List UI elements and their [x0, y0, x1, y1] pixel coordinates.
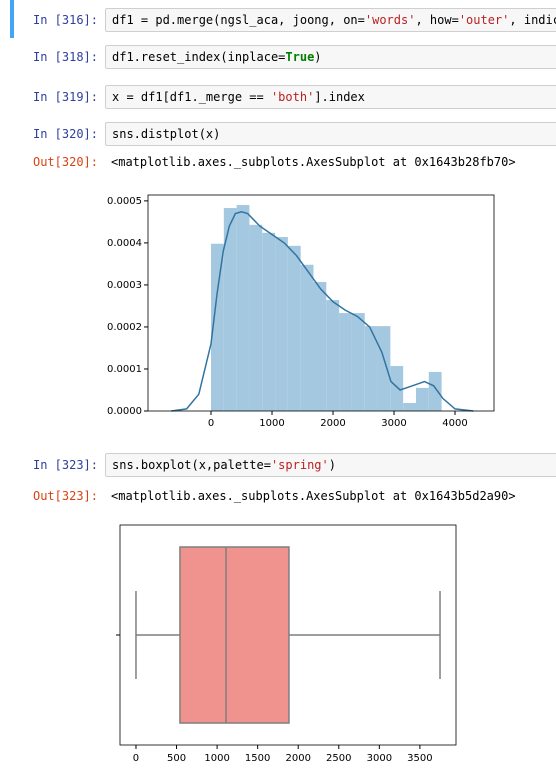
hist-bar [339, 313, 352, 411]
y-tick-label: 0.0004 [107, 238, 142, 249]
out-prompt: Out[323]: [32, 489, 98, 503]
hist-bar [351, 313, 365, 411]
x-tick-label: 1000 [259, 418, 284, 429]
kde-line [171, 211, 474, 412]
boxplot: 0 500 1000 1500 2000 2500 3000 3500 [116, 524, 457, 764]
x-tick-label: 500 [167, 753, 186, 764]
x-tick-label: 4000 [442, 418, 467, 429]
x-tick-label: 1500 [245, 753, 270, 764]
axes-frame [119, 524, 457, 746]
hist-bar [287, 245, 301, 411]
hist-bar [428, 371, 442, 411]
code-cell: df1 = pd.merge(ngsl_aca, joong, on='word… [105, 8, 556, 32]
code-cell: x = df1[df1._merge == 'both'].index [105, 85, 556, 109]
hist-bar [390, 366, 404, 411]
hist-bar [403, 403, 416, 411]
axes-frame [147, 194, 495, 412]
code-string: 'both' [270, 90, 315, 104]
x-tick-label: 0 [208, 418, 214, 429]
y-tick-label: 0.0005 [107, 196, 142, 207]
x-tick-label: 3000 [381, 418, 406, 429]
x-tick-label: 1000 [204, 753, 229, 764]
code-cell: df1.reset_index(inplace=True) [105, 45, 556, 69]
hist-bar [313, 281, 327, 411]
y-tick-label: 0.0000 [107, 406, 142, 417]
y-tick-label: 0.0003 [107, 280, 142, 291]
x-tick-label: 2500 [326, 753, 351, 764]
x-tick-label: 2000 [285, 753, 310, 764]
code-string: 'words' [364, 13, 416, 27]
code-string: 'outer' [458, 13, 510, 27]
in-prompt: In [323]: [32, 458, 98, 472]
y-tick-label: 0.0002 [107, 322, 142, 333]
x-tick-label: 3500 [407, 753, 432, 764]
hist-bar [377, 326, 391, 411]
in-prompt: In [316]: [32, 13, 98, 27]
hist-bar [415, 387, 429, 411]
hist-bar [236, 205, 250, 411]
output-text: <matplotlib.axes._subplots.AxesSubplot a… [111, 489, 516, 503]
x-tick-label: 0 [133, 753, 139, 764]
in-prompt: In [319]: [32, 90, 98, 104]
output-text: <matplotlib.axes._subplots.AxesSubplot a… [111, 155, 516, 169]
hist-bar [249, 224, 263, 411]
x-tick-label: 2000 [320, 418, 345, 429]
code-cell: sns.distplot(x) [105, 122, 556, 146]
in-prompt: In [320]: [32, 127, 98, 141]
hist-bar [275, 237, 288, 411]
code-string: 'spring' [270, 458, 329, 472]
in-prompt: In [318]: [32, 50, 98, 64]
code-keyword: True [285, 50, 315, 64]
distplot: 0 1000 2000 3000 4000 0.0000 0.0001 0.0002 0.000… [107, 194, 495, 429]
selection-bar [10, 0, 14, 38]
y-tick-label: 0.0001 [107, 364, 142, 375]
hist-bar [300, 264, 314, 411]
box [179, 546, 290, 724]
hist-bar [262, 232, 276, 411]
x-tick-label: 3000 [367, 753, 392, 764]
hist-bar [223, 208, 237, 411]
out-prompt: Out[320]: [32, 155, 98, 169]
hist-bar [326, 300, 340, 411]
code-cell: sns.boxplot(x,palette='spring') [105, 453, 556, 477]
hist-bar [364, 326, 378, 411]
hist-bar [211, 243, 224, 411]
